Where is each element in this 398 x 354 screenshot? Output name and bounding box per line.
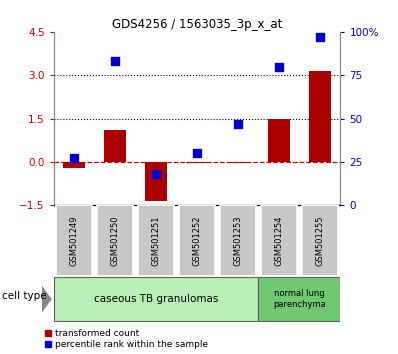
- Bar: [220, 205, 256, 276]
- Point: [276, 64, 282, 69]
- Point: [112, 58, 118, 64]
- Text: GSM501251: GSM501251: [152, 216, 160, 266]
- Text: GSM501255: GSM501255: [315, 216, 324, 266]
- Bar: [261, 205, 297, 276]
- Text: GSM501249: GSM501249: [70, 216, 79, 266]
- Bar: [179, 205, 215, 276]
- Bar: [97, 205, 133, 276]
- Bar: [138, 205, 174, 276]
- Bar: [267, 119, 290, 162]
- Title: GDS4256 / 1563035_3p_x_at: GDS4256 / 1563035_3p_x_at: [112, 18, 282, 31]
- Bar: [308, 71, 331, 162]
- Point: [194, 150, 200, 156]
- Text: caseous TB granulomas: caseous TB granulomas: [94, 294, 218, 304]
- Text: GSM501254: GSM501254: [274, 216, 283, 266]
- Text: GSM501252: GSM501252: [193, 216, 201, 266]
- Text: cell type: cell type: [2, 291, 47, 301]
- Bar: [258, 277, 340, 321]
- Point: [317, 34, 323, 40]
- Bar: [56, 205, 92, 276]
- Polygon shape: [42, 285, 52, 313]
- Text: GSM501250: GSM501250: [111, 216, 120, 266]
- Text: normal lung
parenchyma: normal lung parenchyma: [273, 290, 326, 309]
- Point: [153, 171, 159, 177]
- Legend: transformed count, percentile rank within the sample: transformed count, percentile rank withi…: [40, 325, 211, 353]
- Text: GSM501253: GSM501253: [234, 215, 242, 266]
- Bar: [54, 277, 258, 321]
- Bar: [145, 162, 167, 201]
- Point: [235, 121, 241, 127]
- Bar: [104, 130, 127, 162]
- Bar: [302, 205, 338, 276]
- Bar: [63, 162, 86, 168]
- Bar: [186, 162, 208, 164]
- Point: [71, 156, 77, 161]
- Bar: [227, 162, 249, 163]
